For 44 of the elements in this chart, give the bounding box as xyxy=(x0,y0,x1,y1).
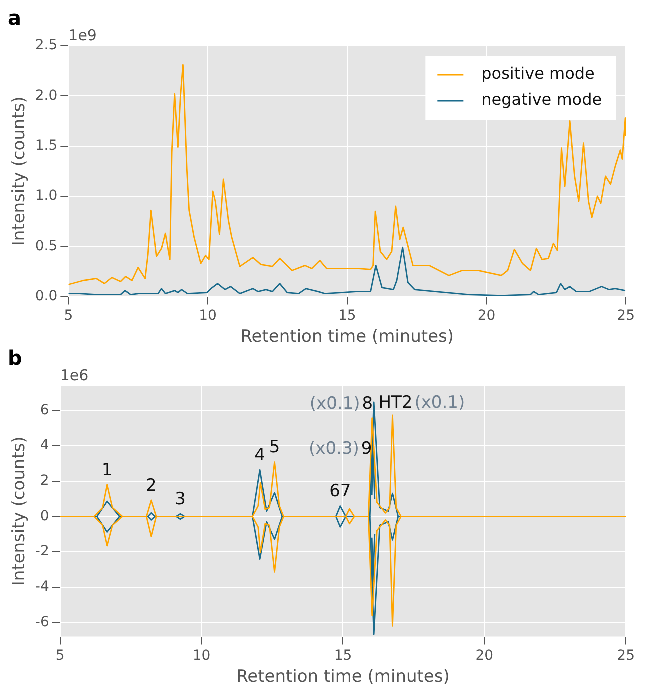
y-tick-label: 6 xyxy=(40,402,50,418)
annotation: 2 xyxy=(146,476,157,496)
annotation: 5 xyxy=(269,438,280,458)
y-tick-label: 2.0 xyxy=(35,88,58,104)
y-tick-label: -4 xyxy=(35,578,50,595)
y-tick-label: 0 xyxy=(40,508,50,524)
x-tick-label: 5 xyxy=(64,308,74,324)
annotation: 8 xyxy=(362,394,374,414)
annotation: 67 xyxy=(330,482,352,502)
y-tick-label: 2.5 xyxy=(35,38,58,54)
legend-label: negative mode xyxy=(482,90,602,110)
annotation: (x0.1) xyxy=(414,392,466,413)
x-tick-label: 15 xyxy=(338,308,356,324)
x-axis-title: Retention time (minutes) xyxy=(240,327,454,348)
chart-title: b xyxy=(8,346,22,370)
x-tick-label: 10 xyxy=(192,648,211,664)
x-tick-label: 20 xyxy=(478,308,496,324)
legend-label: positive mode xyxy=(482,64,595,84)
annotation: 3 xyxy=(175,489,186,510)
y-tick-label: 0.5 xyxy=(35,238,58,254)
y-tick-label: 0.0 xyxy=(35,288,58,304)
annotation: 1 xyxy=(102,460,113,480)
text: 1e9 xyxy=(68,26,97,44)
y-tick-label: 2 xyxy=(40,473,50,490)
annotation: (x0.3) xyxy=(309,439,360,460)
y-tick-label: -6 xyxy=(35,614,50,630)
x-axis-title: Retention time (minutes) xyxy=(236,667,450,688)
annotation: (x0.1) xyxy=(310,394,360,414)
y-axis-title: Intensity (counts) xyxy=(10,96,30,246)
chart-title: a xyxy=(8,6,22,30)
y-tick-label: 1.0 xyxy=(35,188,58,204)
text: 1e6 xyxy=(60,366,89,384)
y-tick-label: 1.5 xyxy=(35,138,58,154)
x-tick-label: 5 xyxy=(56,648,65,664)
annotation: HT2 xyxy=(378,392,413,413)
x-tick-label: 25 xyxy=(617,308,636,324)
y-axis-title: Intensity (counts) xyxy=(10,436,30,586)
annotation: 4 xyxy=(254,446,266,466)
x-tick-label: 20 xyxy=(476,648,494,664)
x-tick-label: 10 xyxy=(199,308,217,324)
x-tick-label: 25 xyxy=(617,648,636,664)
y-tick-label: -2 xyxy=(35,544,50,560)
x-tick-label: 15 xyxy=(334,648,352,664)
y-tick-label: 4 xyxy=(40,438,50,454)
